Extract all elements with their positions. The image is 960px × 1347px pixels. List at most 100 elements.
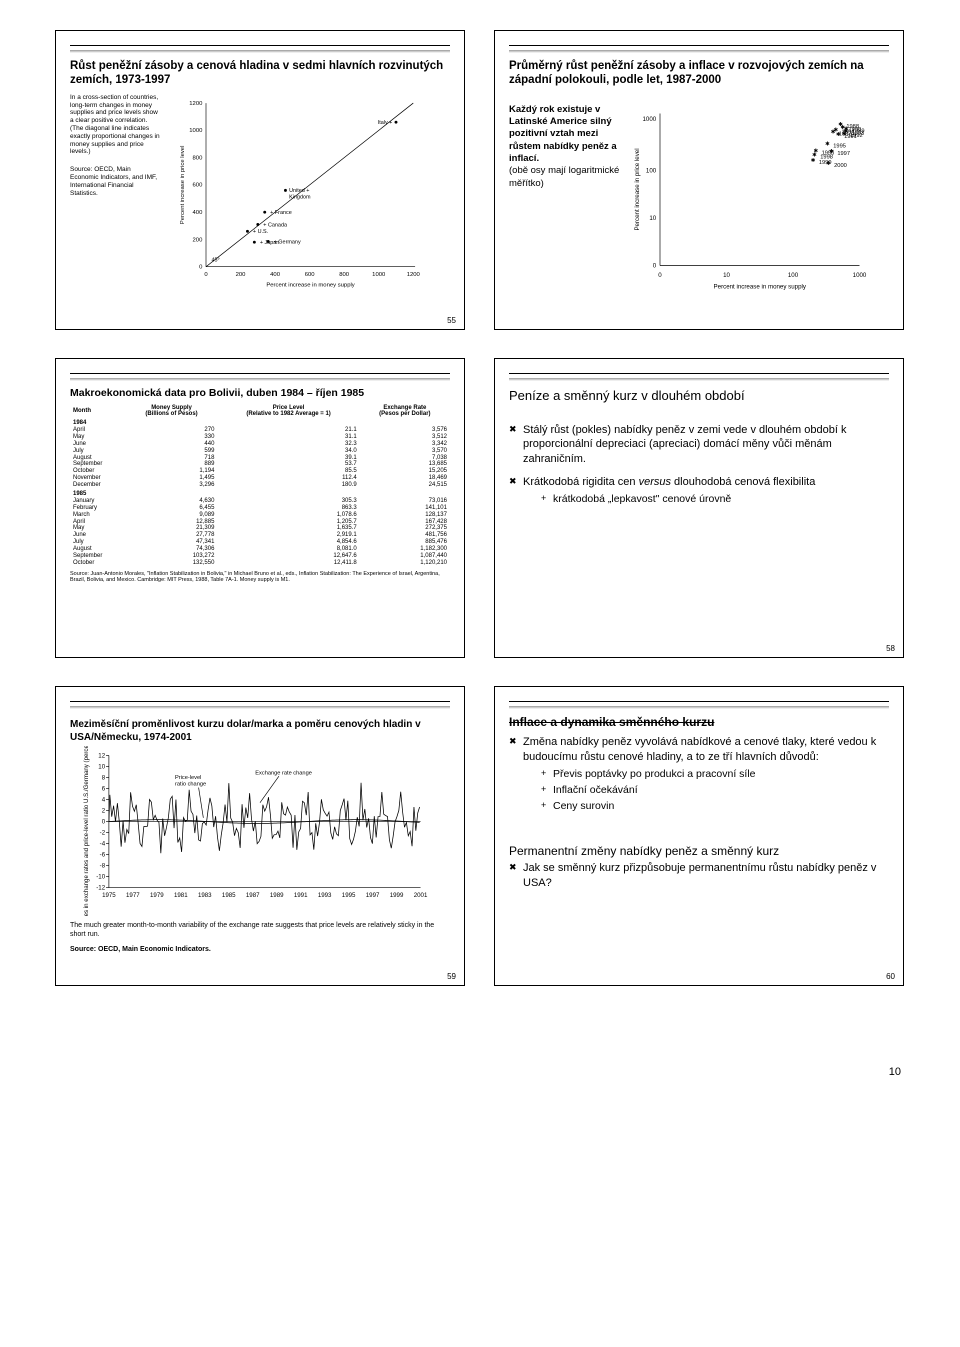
slide-55-source: Source: OECD, Main Economic Indicators, … [70,166,160,197]
svg-text:1993: 1993 [318,892,332,899]
svg-text:0: 0 [653,262,657,269]
svg-text:1983: 1983 [198,892,212,899]
svg-text:1995: 1995 [833,143,846,149]
svg-text:-2: -2 [100,829,106,836]
svg-text:2000: 2000 [834,163,847,169]
svg-text:1200: 1200 [407,272,421,278]
svg-text:+ France: + France [270,210,292,216]
slide-58-bullet: Krátkodobá rigidita cen versus dlouhodob… [509,475,889,506]
svg-text:✱: ✱ [842,130,847,137]
svg-text:10: 10 [723,272,730,279]
svg-text:100: 100 [646,167,657,174]
svg-text:1989: 1989 [270,892,284,899]
svg-text:-12: -12 [96,885,105,892]
svg-text:1000: 1000 [372,272,386,278]
svg-text:0: 0 [204,272,208,278]
svg-text:400: 400 [270,272,281,278]
svg-text:1997: 1997 [366,892,380,899]
svg-text:+ Canada: + Canada [263,222,288,228]
slide-58-bullet: Stálý růst (pokles) nabídky peněz v zemi… [509,423,889,468]
svg-text:✱: ✱ [831,128,836,135]
slide-58-pagenum: 58 [886,644,895,653]
slide-59-ylabel: Changes in exchange rates and price-leve… [83,746,90,916]
svg-text:✱: ✱ [826,160,831,167]
slide-57: Makroekonomická data pro Bolivii, duben … [55,358,465,658]
svg-text:800: 800 [339,272,350,278]
svg-text:1995: 1995 [342,892,356,899]
svg-text:✱: ✱ [836,131,841,138]
svg-text:2: 2 [102,807,106,814]
svg-text:-10: -10 [96,874,105,881]
svg-text:0: 0 [658,272,662,279]
svg-text:200: 200 [236,272,247,278]
svg-text:10: 10 [649,215,656,222]
svg-text:✱: ✱ [811,157,816,164]
svg-text:1000: 1000 [853,272,867,279]
slide-59-caption: The much greater month-to-month variabil… [70,922,450,940]
svg-text:1981: 1981 [174,892,188,899]
svg-text:8: 8 [102,774,106,781]
svg-text:+ U.S.: + U.S. [253,229,269,235]
slide-60-title: Inflace a dynamika směnného kurzu [509,715,889,729]
slide-56-xlabel: Percent increase in money supply [714,283,807,290]
svg-text:1997: 1997 [837,151,850,157]
svg-text:1979: 1979 [150,892,164,899]
svg-text:1991: 1991 [294,892,308,899]
svg-text:2001: 2001 [414,892,428,899]
svg-text:4: 4 [102,796,106,803]
svg-text:-6: -6 [100,852,106,859]
svg-text:800: 800 [193,155,204,161]
svg-text:400: 400 [193,210,204,216]
svg-text:600: 600 [193,182,204,188]
slide-60-sec2: Permanentní změny nabídky peněz a směnný… [509,843,889,859]
slide-55-sidetext: In a cross-section of countries, long-te… [70,94,160,156]
svg-text:0: 0 [199,264,203,270]
svg-text:1999: 1999 [390,892,404,899]
svg-text:200: 200 [193,237,204,243]
svg-text:1987: 1987 [246,892,260,899]
svg-text:United +: United + [289,188,309,194]
slide-55: Růst peněžní zásoby a cenová hladina v s… [55,30,465,330]
slide-59: Meziměsíční proměnlivost kurzu dolar/mar… [55,686,465,986]
slide-57-footnote: Source: Juan-Antonio Morales, "Inflation… [70,571,450,584]
bolivia-table: Month Money Supply(Billions of Pesos) Pr… [70,404,450,567]
svg-text:+ Germany: + Germany [274,239,301,245]
slide-56-ylabel: Percent increase in price level [634,148,641,230]
slide-60-pagenum: 60 [886,972,895,981]
svg-text:1000: 1000 [642,116,656,123]
slide-60-bullet-2: Jak se směnný kurz přizpůsobuje permanen… [509,861,889,891]
slide-55-ylabel: Percent increase in price level [180,145,186,224]
slide-55-chart: 0 200 400 600 800 1000 1200 0 200 4 [166,94,446,294]
slide-59-title: Meziměsíční proměnlivost kurzu dolar/mar… [70,719,450,744]
slide-59-source: Source: OECD, Main Economic Indicators. [70,946,450,955]
svg-text:100: 100 [788,272,799,279]
svg-text:600: 600 [305,272,316,278]
svg-text:Kingdom: Kingdom [289,194,311,200]
slide-59-chart: -12 -10 -8 -6 -4 -2 0 2 4 6 8 10 12 Changes in excha… [70,746,450,916]
slide-58-title: Peníze a směnný kurz v dlouhém období [509,387,889,405]
slide-57-title: Makroekonomická data pro Bolivii, duben … [70,387,450,400]
slide-58: Peníze a směnný kurz v dlouhém období St… [494,358,904,658]
slide-55-xlabel: Percent increase in money supply [266,282,354,288]
svg-text:-4: -4 [100,840,106,847]
slide-55-title: Růst peněžní zásoby a cenová hladina v s… [70,59,450,88]
slide-56-sidetext: Každý rok existuje v Latinské Americe si… [509,104,624,190]
svg-text:6: 6 [102,785,106,792]
svg-text:1000: 1000 [189,128,203,134]
slide-55-pagenum: 55 [447,316,456,325]
slide-56: Průměrný růst peněžní zásoby a inflace v… [494,30,904,330]
page-number: 10 [55,1066,905,1078]
svg-text:Italy +: Italy + [378,120,393,126]
svg-text:ratio change: ratio change [175,782,206,788]
svg-text:✱: ✱ [825,140,830,147]
svg-text:1992: 1992 [850,133,863,139]
slide-56-chart: 0 10 100 1000 0 10 100 1000 Percent incr… [630,104,880,294]
svg-text:1977: 1977 [126,892,140,899]
svg-text:45°: 45° [211,257,219,263]
svg-text:12: 12 [98,752,105,759]
svg-text:10: 10 [98,763,105,770]
svg-text:0: 0 [102,818,106,825]
slide-59-pagenum: 59 [447,972,456,981]
svg-text:-8: -8 [100,863,106,870]
slide-60: Inflace a dynamika směnného kurzu Změna … [494,686,904,986]
